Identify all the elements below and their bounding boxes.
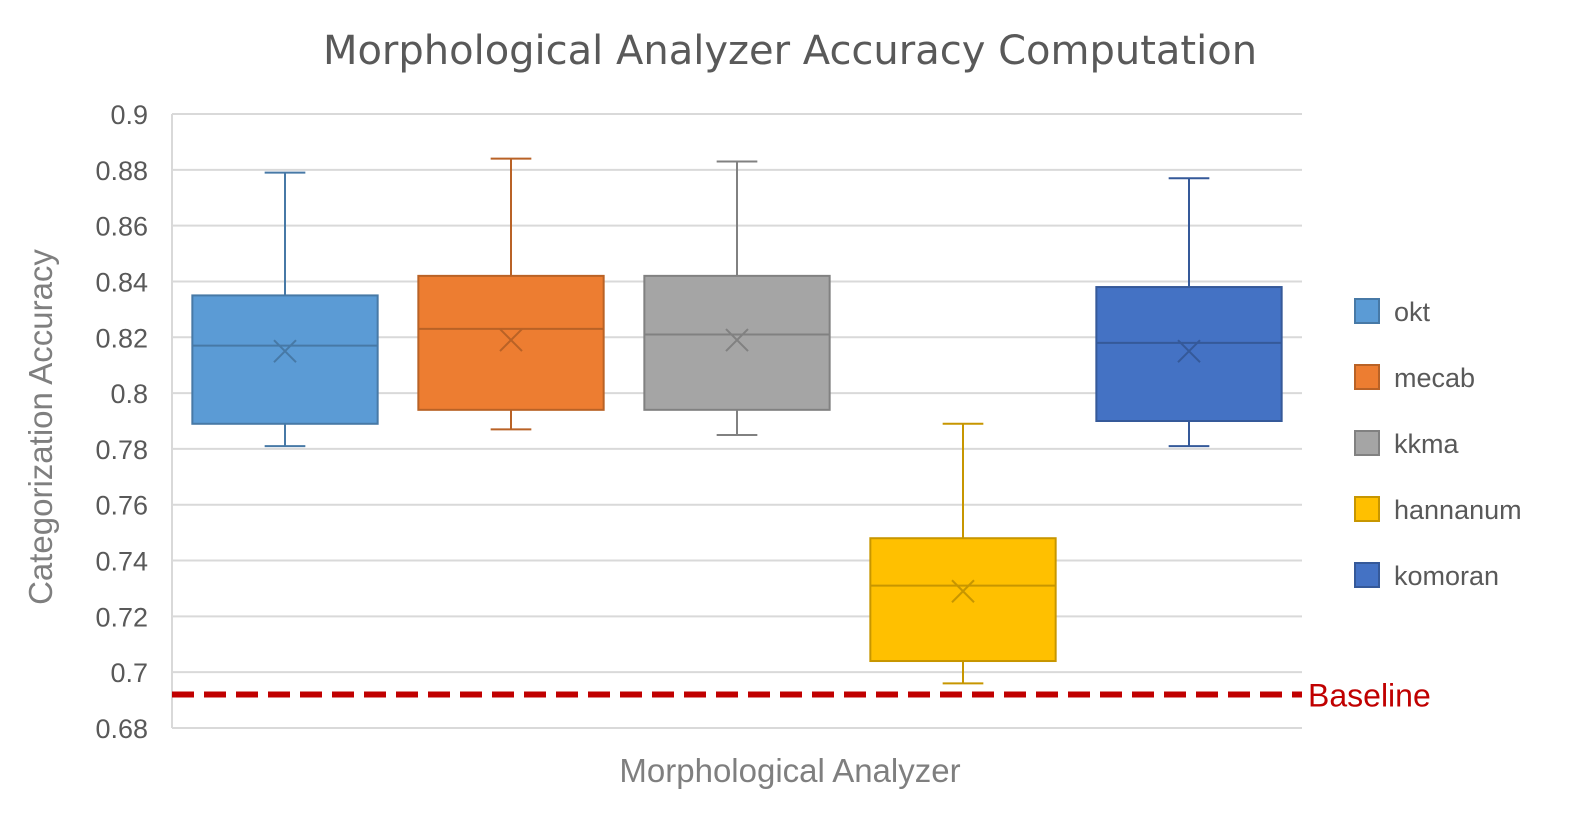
y-tick-label: 0.74 — [95, 547, 148, 577]
y-tick-label: 0.68 — [95, 714, 148, 744]
legend-swatch — [1354, 562, 1380, 588]
legend-item-mecab: mecab — [1354, 363, 1475, 393]
box-iqr — [643, 274, 831, 411]
y-tick-label: 0.86 — [95, 212, 148, 242]
mean-marker — [1177, 339, 1201, 363]
y-tick-label: 0.9 — [110, 100, 148, 130]
legend-item-komoran: komoran — [1354, 561, 1499, 591]
mean-marker — [951, 579, 975, 603]
y-tick-label: 0.82 — [95, 323, 148, 353]
legend-swatch — [1354, 430, 1380, 456]
legend-label: kkma — [1394, 429, 1459, 459]
mean-marker — [725, 328, 749, 352]
legend-label: hannanum — [1394, 495, 1522, 525]
box-okt — [191, 171, 379, 448]
box-komoran — [1095, 177, 1283, 448]
y-tick-label: 0.76 — [95, 491, 148, 521]
y-tick-label: 0.88 — [95, 156, 148, 186]
box-hannanum — [869, 422, 1057, 685]
baseline: Baseline — [172, 678, 1431, 714]
legend-item-kkma: kkma — [1354, 429, 1459, 459]
box-kkma — [643, 160, 831, 436]
box-mecab — [417, 157, 605, 431]
y-axis-ticks: 0.9 0.88 0.86 0.84 0.82 0.8 0.78 0.76 0.74 0.72 0.… — [95, 100, 148, 744]
legend-label: komoran — [1394, 561, 1499, 591]
box-iqr — [191, 294, 379, 425]
legend-swatch — [1354, 364, 1380, 390]
box-iqr — [869, 537, 1057, 663]
legend-swatch — [1354, 496, 1380, 522]
y-tick-label: 0.8 — [110, 379, 148, 409]
legend-item-hannanum: hannanum — [1354, 495, 1522, 525]
legend-swatch — [1354, 298, 1380, 324]
mean-marker — [499, 328, 523, 352]
mean-marker — [273, 339, 297, 363]
x-axis-label: Morphological Analyzer — [619, 752, 960, 789]
y-tick-label: 0.72 — [95, 602, 148, 632]
y-tick-label: 0.84 — [95, 267, 148, 297]
box-iqr — [1095, 286, 1283, 423]
y-tick-label: 0.7 — [110, 658, 148, 688]
y-tick-label: 0.78 — [95, 435, 148, 465]
legend-label: okt — [1394, 297, 1431, 327]
box-iqr — [417, 274, 605, 411]
legend: okt mecab kkma hannanum komoran — [1354, 297, 1522, 591]
baseline-label: Baseline — [1308, 678, 1431, 714]
legend-label: mecab — [1394, 363, 1475, 393]
chart-title: Morphological Analyzer Accuracy Computat… — [323, 28, 1257, 74]
box-plots — [191, 157, 1283, 685]
legend-item-okt: okt — [1354, 297, 1431, 327]
y-axis-label: Categorization Accuracy — [22, 249, 59, 605]
